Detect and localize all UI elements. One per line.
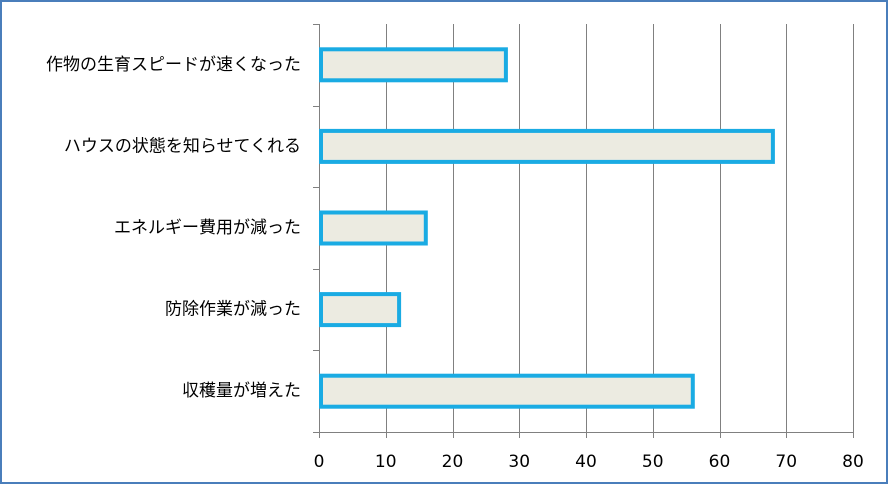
bar — [319, 128, 775, 164]
bar — [319, 292, 402, 328]
tick-labels: 0 10 20 30 40 50 60 70 80 — [314, 452, 864, 472]
x-tick-label: 40 — [575, 452, 597, 472]
x-tick-label: 10 — [375, 452, 397, 472]
category-label: エネルギー費用が減った — [114, 218, 301, 238]
x-tick-label: 60 — [709, 452, 731, 472]
category-labels: 作物の生育スピードが速くなったハウスの状態を知らせてくれるエネルギー費用が減った… — [46, 55, 301, 401]
category-label: ハウスの状態を知らせてくれる — [64, 136, 301, 156]
category-label: 作物の生育スピードが速くなった — [46, 55, 301, 75]
bar — [319, 47, 508, 83]
x-tick-label: 30 — [508, 452, 530, 472]
category-label: 収穫量が増えた — [182, 381, 301, 401]
x-tick-label: 20 — [442, 452, 464, 472]
x-tick-label: 50 — [642, 452, 664, 472]
bars — [319, 47, 775, 409]
x-tick-label: 70 — [775, 452, 797, 472]
x-tick-label: 80 — [842, 452, 864, 472]
x-tick-label: 0 — [314, 452, 325, 472]
grid-lines — [386, 24, 854, 432]
category-label: 防除作業が減った — [165, 300, 301, 320]
bar — [319, 373, 695, 409]
bar — [319, 210, 428, 246]
